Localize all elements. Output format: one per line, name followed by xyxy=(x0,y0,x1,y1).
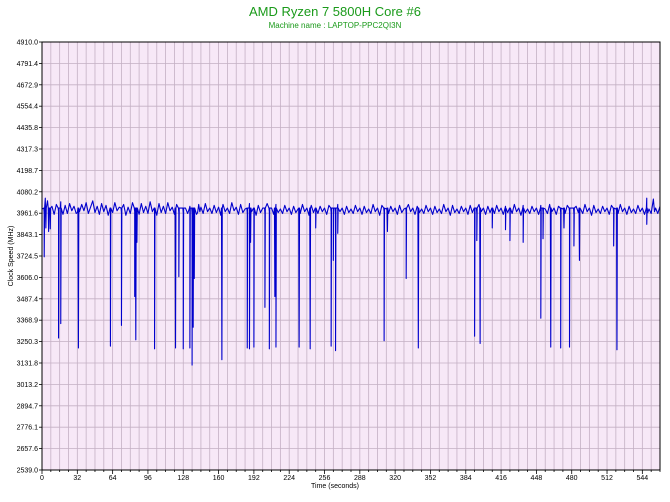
y-tick-label: 3843.1 xyxy=(17,232,39,239)
y-tick-label: 2657.6 xyxy=(17,446,39,453)
x-tick-label: 224 xyxy=(283,475,295,482)
y-tick-label: 2776.1 xyxy=(17,425,39,432)
x-tick-label: 128 xyxy=(177,475,189,482)
x-tick-label: 544 xyxy=(636,475,648,482)
y-tick-label: 3368.9 xyxy=(17,318,39,325)
x-tick-label: 512 xyxy=(601,475,613,482)
grid-lines xyxy=(42,41,660,471)
x-tick-label: 352 xyxy=(425,475,437,482)
x-tick-label: 416 xyxy=(495,475,507,482)
y-tick-label: 2539.0 xyxy=(17,468,39,475)
x-tick-label: 64 xyxy=(109,475,117,482)
x-tick-label: 32 xyxy=(73,475,81,482)
y-tick-label: 3013.2 xyxy=(17,382,39,389)
y-tick-label: 3487.4 xyxy=(17,296,39,303)
y-tick-label: 3250.3 xyxy=(17,339,39,346)
y-tick-label: 3724.5 xyxy=(17,254,39,261)
y-tick-label: 4791.4 xyxy=(17,61,39,68)
y-tick-label: 4317.3 xyxy=(17,146,39,153)
y-tick-label: 4080.2 xyxy=(17,189,39,196)
x-tick-label: 160 xyxy=(213,475,225,482)
chart-title: AMD Ryzen 7 5800H Core #6 xyxy=(249,4,421,19)
y-tick-label: 2894.7 xyxy=(17,403,39,410)
y-axis-ticks: 2539.0 2657.6 2776.1 2894.7 3013.2 3131.8 3250… xyxy=(17,40,42,475)
x-tick-label: 0 xyxy=(40,475,44,482)
x-tick-label: 384 xyxy=(460,475,472,482)
x-tick-label: 288 xyxy=(354,475,366,482)
y-tick-label: 4910.0 xyxy=(17,40,39,47)
y-tick-label: 4554.4 xyxy=(17,104,39,111)
series-line-clock-speed xyxy=(41,197,661,366)
x-tick-label: 192 xyxy=(248,475,260,482)
x-axis-label: Time (seconds) xyxy=(311,483,359,490)
y-tick-label: 4435.8 xyxy=(17,125,39,132)
chart-subtitle: Machine name : LAPTOP-PPC2QI3N xyxy=(269,21,402,30)
series-layer xyxy=(41,197,661,366)
y-tick-label: 4198.7 xyxy=(17,168,39,175)
x-tick-label: 448 xyxy=(531,475,543,482)
y-axis-label: Clock Speed (MHz) xyxy=(8,226,15,287)
y-tick-label: 3131.8 xyxy=(17,360,39,367)
x-axis-ticks: 0 32 64 96 128 160 192 224 256 288 320 352 384 416 448… xyxy=(40,470,661,482)
x-tick-label: 256 xyxy=(319,475,331,482)
x-tick-label: 480 xyxy=(566,475,578,482)
y-tick-label: 4672.9 xyxy=(17,82,39,89)
y-tick-label: 3606.0 xyxy=(17,275,39,282)
x-tick-label: 320 xyxy=(389,475,401,482)
y-tick-label: 3961.6 xyxy=(17,211,39,218)
x-tick-label: 96 xyxy=(144,475,152,482)
